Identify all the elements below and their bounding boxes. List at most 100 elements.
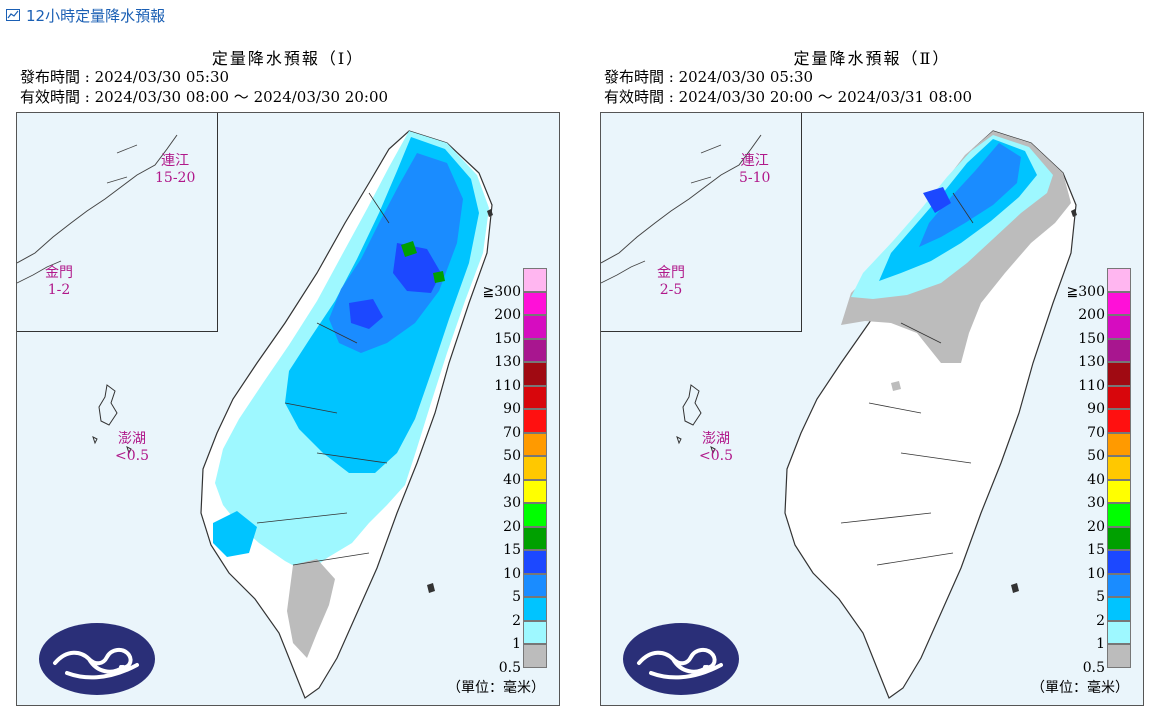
legend-label: 90 [503, 401, 521, 417]
legend-label: 200 [494, 307, 521, 323]
valid-time: 有效時間 : 2024/03/30 20:00 ～ 2024/03/31 08:… [604, 88, 973, 106]
legend-row: 30 [477, 479, 547, 511]
legend-label: 30 [1087, 495, 1105, 511]
legend-swatch [1107, 432, 1131, 456]
offshore-islands-outline [17, 134, 178, 284]
legend-swatch [1107, 526, 1131, 550]
legend-row: 50 [477, 432, 547, 464]
legend-swatch [523, 338, 547, 362]
legend-row: 40 [477, 456, 547, 488]
legend-swatch [1107, 268, 1131, 292]
legend-row: 200 [477, 291, 547, 323]
legend-row: ≧300 [1061, 268, 1131, 300]
legend-label: 110 [1078, 377, 1105, 394]
legend-row: 200 [1061, 291, 1131, 323]
legend-label: 20 [1087, 518, 1105, 535]
legend-row: 0.5 [1061, 644, 1131, 676]
legend-swatch [1107, 503, 1131, 527]
cwa-logo-icon [39, 623, 155, 695]
forecast-panel-1: 定量降水預報（Ⅰ） 發布時間 : 2024/03/30 05:30 有效時間 :… [14, 40, 562, 708]
rainfall-map: 連江 5-10 金門 2-5 澎湖 <0.5 ≧300 200 150 130 110 90 70… [600, 112, 1144, 706]
legend-row: ≧300 [477, 268, 547, 300]
page-header: 12小時定量降水預報 [6, 4, 165, 26]
legend-swatch [523, 573, 547, 597]
legend-label: 1 [1096, 636, 1105, 652]
valid-time: 有效時間 : 2024/03/30 08:00 ～ 2024/03/30 20:… [20, 88, 389, 106]
legend-row: 15 [1061, 526, 1131, 558]
legend-swatch [523, 550, 547, 574]
legend-row: 1 [477, 620, 547, 652]
legend-row: 90 [1061, 385, 1131, 417]
legend-label: 2 [1096, 612, 1105, 629]
taiwan-map [784, 130, 1077, 699]
legend-swatch [1107, 620, 1131, 644]
legend-row: 2 [1061, 597, 1131, 629]
legend-label: 2 [512, 612, 521, 629]
legend-swatch [523, 291, 547, 315]
legend-label: 70 [1087, 424, 1105, 441]
legend-label: 0.5 [1082, 659, 1105, 676]
legend-swatch [1107, 479, 1131, 503]
legend-label: 40 [1087, 471, 1105, 488]
legend-label: 130 [494, 354, 521, 370]
page-title: 12小時定量降水預報 [26, 6, 166, 25]
offshore-islands-outline [601, 134, 762, 284]
cwa-logo-icon [623, 623, 739, 695]
legend-row: 0.5 [477, 644, 547, 676]
legend: ≧300 200 150 130 110 90 70 50 40 30 20 15 10 5 2 1 0.5 [1061, 268, 1131, 676]
legend-row: 150 [1061, 315, 1131, 347]
legend-swatch [1107, 597, 1131, 621]
legend-label: 15 [503, 542, 521, 558]
legend: ≧300 200 150 130 110 90 70 50 40 30 20 15 10 5 2 1 0.5 [477, 268, 547, 676]
legend-swatch [523, 385, 547, 409]
legend-row: 130 [477, 338, 547, 370]
legend-row: 150 [477, 315, 547, 347]
legend-row: 15 [477, 526, 547, 558]
legend-row: 1 [1061, 620, 1131, 652]
legend-swatch [1107, 338, 1131, 362]
legend-label: 90 [1087, 401, 1105, 417]
legend-swatch [1107, 573, 1131, 597]
legend-row: 110 [1061, 362, 1131, 394]
legend-label: 50 [503, 448, 521, 464]
legend-label: 110 [494, 377, 521, 394]
legend-row: 10 [1061, 550, 1131, 582]
legend-swatch [523, 409, 547, 433]
legend-label: 70 [503, 424, 521, 441]
penghu-islands [92, 384, 132, 455]
legend-swatch [523, 456, 547, 480]
island-label-lienchiang: 連江 5-10 [739, 153, 771, 186]
legend-label: 20 [503, 518, 521, 535]
legend-swatch [1107, 644, 1131, 668]
rainfall-map: 連江 15-20 金門 1-2 澎湖 <0.5 ≧300 200 150 130 110 90 7… [16, 112, 560, 706]
legend-swatch [1107, 409, 1131, 433]
legend-label: 10 [503, 565, 521, 582]
island-label-kinmen: 金門 1-2 [45, 265, 73, 298]
legend-label: 5 [1096, 589, 1105, 605]
legend-swatch [1107, 385, 1131, 409]
penghu-islands [676, 384, 716, 455]
legend-row: 50 [1061, 432, 1131, 464]
legend-label: 30 [503, 495, 521, 511]
legend-label: 50 [1087, 448, 1105, 464]
legend-swatch [1107, 291, 1131, 315]
legend-row: 5 [477, 573, 547, 605]
legend-swatch [523, 526, 547, 550]
legend-row: 40 [1061, 456, 1131, 488]
legend-label: 40 [503, 471, 521, 488]
issue-time: 發布時間 : 2024/03/30 05:30 [20, 68, 230, 86]
unit-label: （單位：毫米） [1031, 680, 1129, 696]
legend-label: 15 [1087, 542, 1105, 558]
unit-label: （單位：毫米） [447, 680, 545, 696]
island-label-lienchiang: 連江 15-20 [155, 153, 196, 186]
legend-swatch [1107, 315, 1131, 339]
inset-map: 連江 5-10 金門 2-5 [601, 113, 802, 332]
line-chart-icon [6, 9, 20, 21]
legend-swatch [523, 620, 547, 644]
legend-label: 1 [512, 636, 521, 652]
taiwan-map [200, 130, 493, 699]
legend-row: 130 [1061, 338, 1131, 370]
island-label-penghu: 澎湖 <0.5 [699, 431, 733, 464]
legend-row: 2 [477, 597, 547, 629]
legend-label: 150 [494, 330, 521, 347]
